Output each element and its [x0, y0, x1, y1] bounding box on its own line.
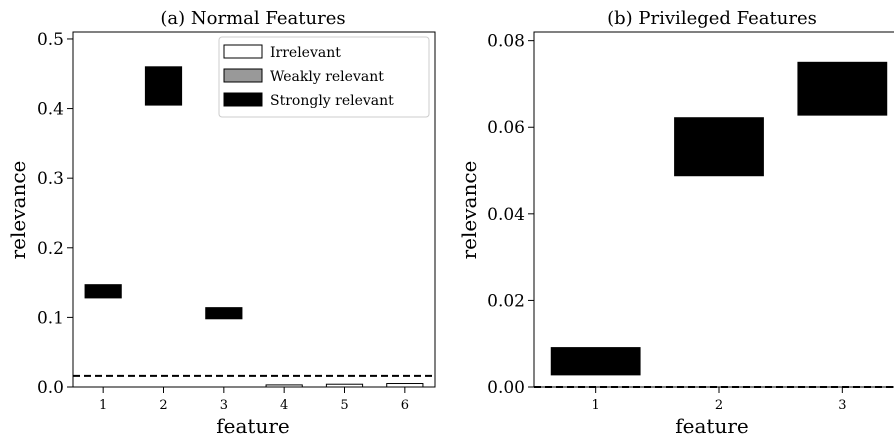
x-tick-label-a: 4 [280, 398, 288, 413]
legend-label: Weakly relevant [270, 69, 384, 85]
legend-swatch [223, 92, 263, 107]
y-axis-label-b: relevance [457, 161, 481, 260]
legend-swatch [223, 44, 263, 59]
x-tick-label-a: 2 [159, 398, 167, 413]
interval-bar-feature-3-b [797, 61, 888, 116]
interval-bar-feature-3-a [205, 307, 243, 320]
x-tick-label-a: 6 [401, 398, 409, 413]
legend-label: Strongly relevant [270, 93, 394, 109]
y-tick-label-b: 0.00 [487, 378, 525, 398]
legend: Irrelevant Weakly relevant Strongly releva… [218, 36, 430, 118]
y-tick-label-b: 0.02 [487, 291, 525, 311]
interval-bar-feature-2-b [674, 117, 764, 177]
interval-bar-feature-2-a [144, 66, 183, 106]
y-tick-label-a: 0.0 [37, 378, 64, 398]
panel-normal-features: (a) Normal Features feature relevance 0.… [6, 8, 436, 436]
x-tick-label-a: 5 [340, 398, 348, 413]
y-tick-label-a: 0.1 [37, 308, 64, 328]
legend-swatch [223, 68, 263, 83]
y-tick-label-b: 0.06 [487, 118, 525, 138]
interval-bar-feature-1-b [550, 347, 641, 376]
chart-title-b: (b) Privileged Features [607, 8, 817, 29]
x-tick-label-a: 3 [220, 398, 228, 413]
y-tick-label-a: 0.4 [37, 100, 64, 120]
y-axis-label-a: relevance [6, 161, 30, 260]
x-axis-label-b: feature [675, 414, 748, 436]
x-tick-label-b: 3 [838, 398, 846, 413]
interval-bar-feature-6-a [386, 383, 424, 388]
x-tick-label-b: 1 [592, 398, 600, 413]
panel-privileged-features: (b) Privileged Features feature relevanc… [457, 8, 894, 436]
y-tick-label-a: 0.5 [37, 30, 64, 50]
y-tick-label-a: 0.2 [37, 239, 64, 259]
interval-marks-b [534, 61, 894, 388]
y-tick-label-a: 0.3 [37, 169, 64, 189]
plot-frame-b [533, 31, 894, 388]
plot-frame-a [72, 31, 436, 388]
legend-frame [218, 36, 430, 118]
ticks-a: 0.0 0.1 0.2 0.3 0.4 0.5 1 2 3 4 5 6 [37, 30, 409, 413]
x-tick-label-a: 1 [99, 398, 107, 413]
ticks-b: 0.00 0.02 0.04 0.06 0.08 1 2 3 [487, 32, 846, 413]
y-tick-label-b: 0.04 [487, 205, 525, 225]
x-axis-label-a: feature [216, 414, 289, 436]
x-tick-label-b: 2 [715, 398, 723, 413]
chart-title-a: (a) Normal Features [160, 8, 345, 29]
legend-label: Irrelevant [270, 45, 341, 61]
y-tick-label-b: 0.08 [487, 32, 525, 52]
interval-bar-feature-1-a [84, 284, 122, 299]
